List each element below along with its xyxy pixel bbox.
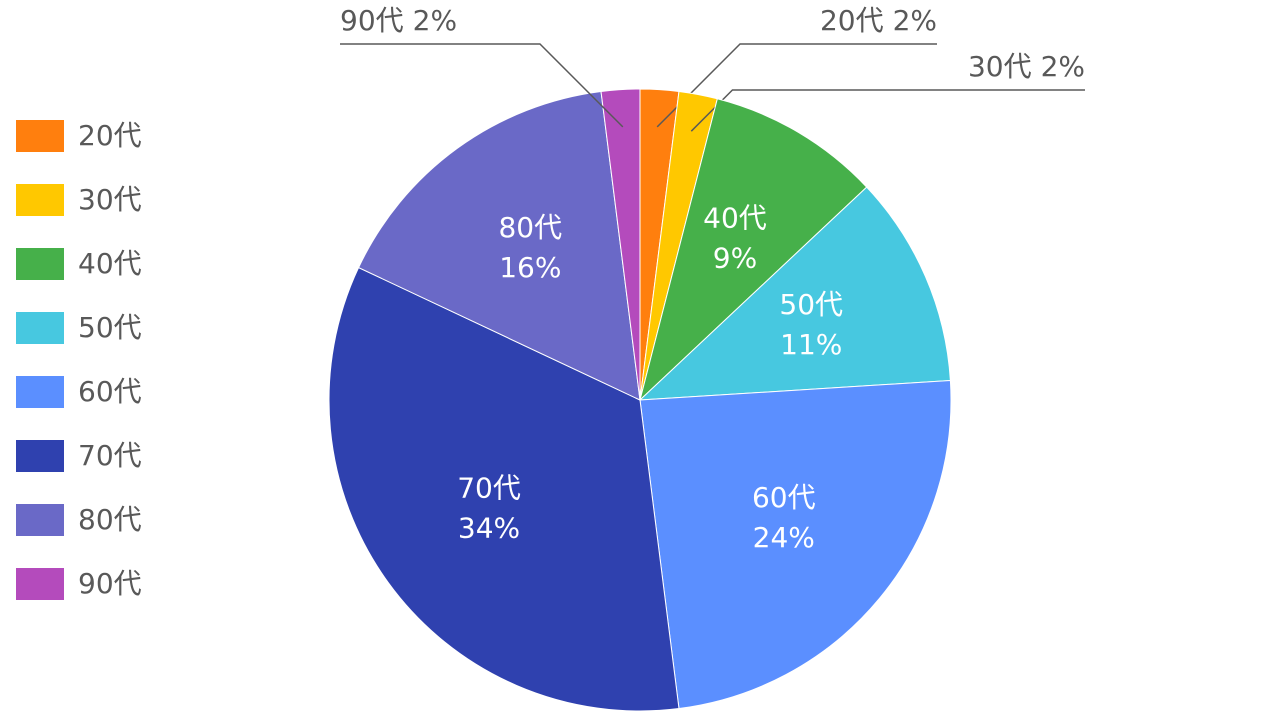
pie-slice [639, 98, 868, 402]
legend-swatch [16, 568, 64, 600]
data-label-value: 11% [780, 328, 842, 361]
data-label-category: 40代 [703, 201, 767, 234]
legend-label: 30代 [78, 183, 142, 216]
data-label-category: 30代 [968, 50, 1032, 83]
pie-slice [357, 90, 641, 401]
legend-label: 40代 [78, 247, 142, 280]
data-label-value: 16% [499, 251, 561, 284]
legend-swatch [16, 248, 64, 280]
pie-slice [639, 379, 952, 710]
legend-swatch [16, 440, 64, 472]
leader-line [690, 89, 1085, 132]
data-label-value: 2% [413, 4, 457, 37]
data-label-category: 20代 [820, 4, 884, 37]
data-label-value: 9% [713, 241, 757, 274]
legend-swatch [16, 184, 64, 216]
pie-slice [638, 186, 951, 401]
data-label-value: 2% [893, 4, 937, 37]
data-label-category: 70代 [457, 472, 521, 505]
data-label: 90代 2% [340, 4, 457, 37]
pie-slice [600, 88, 641, 401]
pie-slice [328, 266, 680, 712]
data-label-category: 60代 [752, 481, 816, 514]
legend-label: 60代 [78, 375, 142, 408]
data-label-category: 80代 [498, 211, 562, 244]
data-label: 20代 2% [820, 4, 937, 37]
legend-swatch [16, 120, 64, 152]
legend-swatch [16, 312, 64, 344]
legend-label: 50代 [78, 311, 142, 344]
leader-line [340, 43, 624, 128]
legend-label: 90代 [78, 567, 142, 600]
legend-swatch [16, 504, 64, 536]
data-label-category: 90代 [340, 4, 404, 37]
data-label-category: 50代 [779, 288, 843, 321]
data-label-value: 24% [753, 521, 815, 554]
legend-label: 20代 [78, 119, 142, 152]
legend-label: 70代 [78, 439, 142, 472]
legend-swatch [16, 376, 64, 408]
legend-label: 80代 [78, 503, 142, 536]
data-label: 30代 2% [968, 50, 1085, 83]
data-label-value: 2% [1041, 50, 1085, 83]
data-label-value: 34% [458, 512, 520, 545]
